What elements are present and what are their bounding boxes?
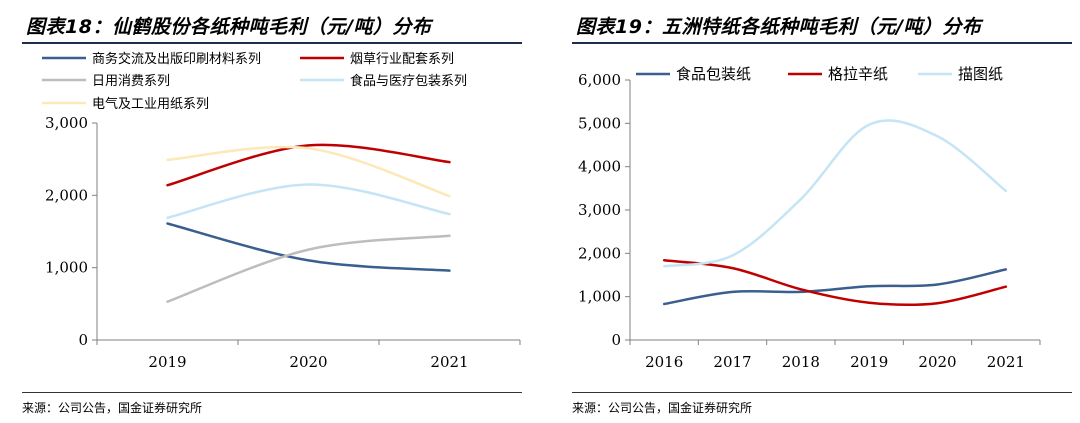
left-y-tick-label: 0 (78, 331, 88, 349)
right-legend-label-2: 格拉辛纸 (828, 65, 888, 83)
left-chart-title: 图表18：仙鹤股份各纸种吨毛利（元/吨）分布 (26, 16, 432, 38)
right-legend-label-3: 描图纸 (958, 65, 1003, 83)
right-series-line-3 (662, 119, 1008, 268)
right-x-tick-label: 2018 (782, 353, 820, 371)
left-series-line-5 (166, 145, 451, 198)
left-chart-source: 来源：公司公告，国金证券研究所 (22, 401, 203, 415)
right-x-tick-label: 2017 (713, 353, 751, 371)
left-legend-label-1: 商务交流及出版印刷材料系列 (92, 51, 261, 67)
right-source-rule (572, 392, 1072, 393)
left-y-tick-label: 1,000 (45, 259, 88, 277)
left-series-line-4 (166, 183, 451, 220)
left-x-tick-label: 2019 (148, 353, 186, 371)
right-series-line-1 (662, 268, 1008, 306)
right-y-tick-label: 1,000 (578, 288, 621, 306)
right-x-tick-label: 2016 (645, 353, 683, 371)
right-y-tick-label: 4,000 (578, 158, 621, 176)
right-legend-label-1: 食品包装纸 (676, 65, 751, 83)
left-series-line-2 (166, 143, 451, 187)
right-chart-title: 图表19：五洲特纸各纸种吨毛利（元/吨）分布 (576, 16, 982, 38)
left-chart-panel: 图表18：仙鹤股份各纸种吨毛利（元/吨）分布 0 1,000 2,000 3,000 2… (0, 0, 530, 423)
left-x-tick-label: 2021 (430, 353, 468, 371)
left-chart-svg: 0 1,000 2,000 3,000 2019 2020 2021 商务交流及出版印刷材料系… (42, 51, 521, 371)
left-legend-label-3: 日用消费系列 (92, 74, 170, 89)
left-y-tick-label: 3,000 (45, 114, 88, 132)
left-legend-label-5: 电气及工业用纸系列 (92, 96, 209, 112)
right-y-tick-label: 0 (611, 331, 621, 349)
right-chart-svg: 0 1,000 2,000 3,000 4,000 5,000 6,000 2016 2017 2… (578, 65, 1041, 371)
right-x-tick-label: 2021 (987, 353, 1025, 371)
right-x-tick-label: 2019 (850, 353, 888, 371)
left-x-tick-label: 2020 (289, 353, 327, 371)
left-y-tick-label: 2,000 (45, 186, 88, 204)
left-legend-label-4: 食品与医疗包装系列 (350, 73, 467, 89)
right-y-tick-label: 2,000 (578, 244, 621, 262)
right-x-tick-label: 2020 (918, 353, 956, 371)
right-chart-panel: 图表19：五洲特纸各纸种吨毛利（元/吨）分布 0 1,000 2,000 3,000 4… (550, 0, 1080, 423)
left-series-line-3 (166, 234, 451, 303)
right-y-tick-label: 6,000 (578, 71, 621, 89)
right-series-line-2 (662, 259, 1008, 307)
left-source-rule (22, 392, 522, 393)
right-title-rule (572, 42, 1072, 44)
right-y-tick-label: 5,000 (578, 114, 621, 132)
left-title-rule (22, 42, 522, 44)
left-series-line-1 (166, 222, 451, 272)
right-y-tick-label: 3,000 (578, 201, 621, 219)
right-chart-source: 来源：公司公告，国金证券研究所 (572, 401, 753, 415)
left-legend-label-2: 烟草行业配套系列 (350, 51, 454, 67)
